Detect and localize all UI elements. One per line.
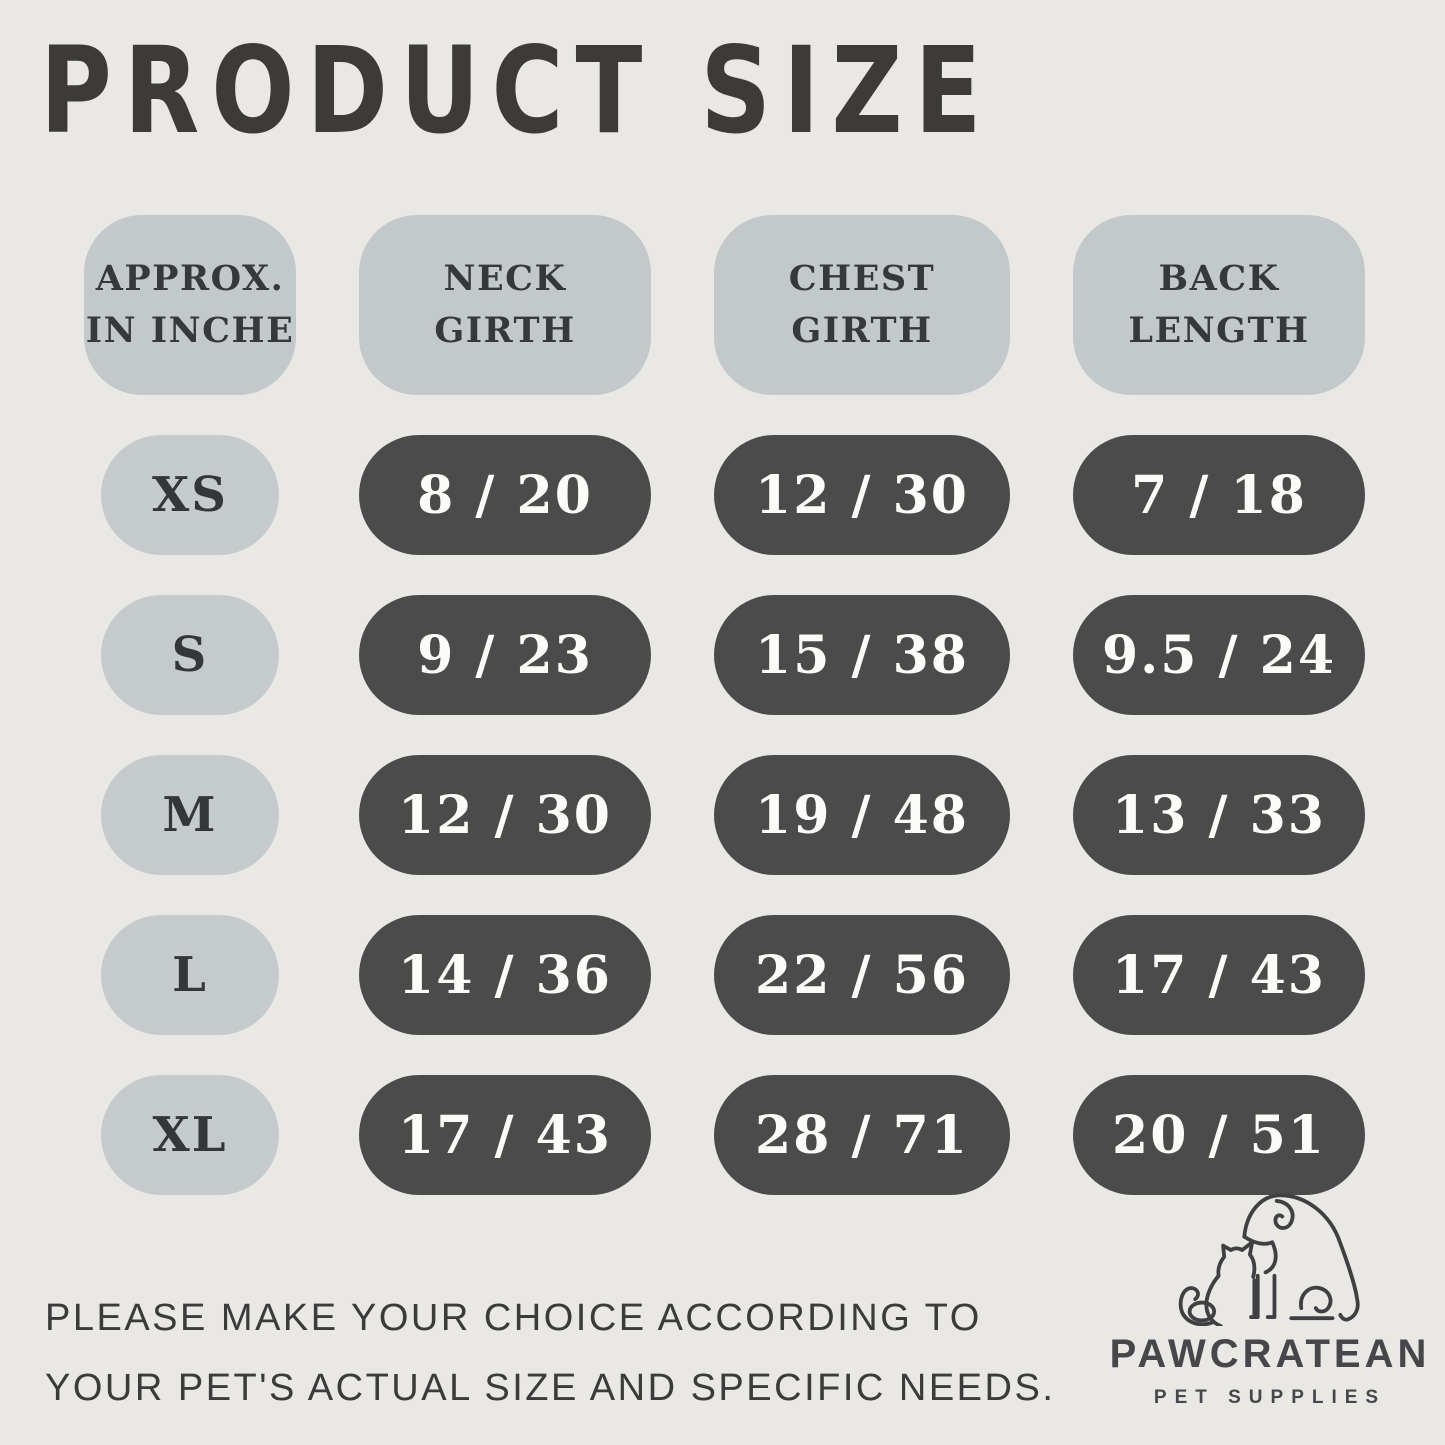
header-line: GIRTH <box>434 310 576 351</box>
value-back-l: 17 / 43 <box>1073 915 1365 1035</box>
value-neck-s: 9 / 23 <box>359 595 651 715</box>
header-line: CHEST <box>788 257 936 299</box>
header-line: APPROX. <box>95 257 285 299</box>
sizing-note-line-2: YOUR PET'S ACTUAL SIZE AND SPECIFIC NEED… <box>45 1367 1056 1410</box>
size-pill-l: L <box>101 915 279 1035</box>
value-neck-xs: 8 / 20 <box>359 435 651 555</box>
brand-logo: PAWCRATEAN PET SUPPLIES <box>1110 1192 1426 1409</box>
header-neck-girth: NECK GIRTH <box>359 215 651 395</box>
header-chest-girth: CHEST GIRTH <box>714 215 1010 395</box>
value-neck-l: 14 / 36 <box>359 915 651 1035</box>
value-back-xl: 20 / 51 <box>1073 1075 1365 1195</box>
size-pill-xl: XL <box>101 1075 279 1195</box>
value-back-s: 9.5 / 24 <box>1073 595 1365 715</box>
value-neck-m: 12 / 30 <box>359 755 651 875</box>
header-approx-in-inche: APPROX. IN INCHE <box>84 215 296 395</box>
size-pill-xs: XS <box>101 435 279 555</box>
sizing-note-line-1: PLEASE MAKE YOUR CHOICE ACCORDING TO <box>45 1297 982 1339</box>
value-chest-xl: 28 / 71 <box>714 1075 1010 1195</box>
value-neck-xl: 17 / 43 <box>359 1075 651 1195</box>
page-title: PRODUCT SIZE <box>40 22 994 162</box>
dog-and-cat-line-icon <box>1178 1193 1360 1326</box>
header-line: IN INCHE <box>85 310 295 351</box>
brand-name: PAWCRATEAN <box>1109 1332 1431 1376</box>
size-pill-m: M <box>101 755 279 875</box>
value-back-m: 13 / 33 <box>1073 755 1365 875</box>
value-chest-l: 22 / 56 <box>714 915 1010 1035</box>
value-chest-m: 19 / 48 <box>714 755 1010 875</box>
value-back-xs: 7 / 18 <box>1073 435 1365 555</box>
size-table: APPROX. IN INCHE NECK GIRTH CHEST GIRTH … <box>84 215 1365 1195</box>
header-line: BACK <box>1158 257 1280 299</box>
header-line: NECK <box>443 257 567 299</box>
header-line: LENGTH <box>1128 310 1310 351</box>
header-back-length: BACK LENGTH <box>1073 215 1365 395</box>
sizing-note: PLEASE MAKE YOUR CHOICE ACCORDING TO YOU… <box>45 1283 1055 1424</box>
value-chest-xs: 12 / 30 <box>714 435 1010 555</box>
brand-tagline: PET SUPPLIES <box>1153 1387 1387 1408</box>
value-chest-s: 15 / 38 <box>714 595 1010 715</box>
header-line: GIRTH <box>791 310 933 351</box>
size-pill-s: S <box>101 595 279 715</box>
